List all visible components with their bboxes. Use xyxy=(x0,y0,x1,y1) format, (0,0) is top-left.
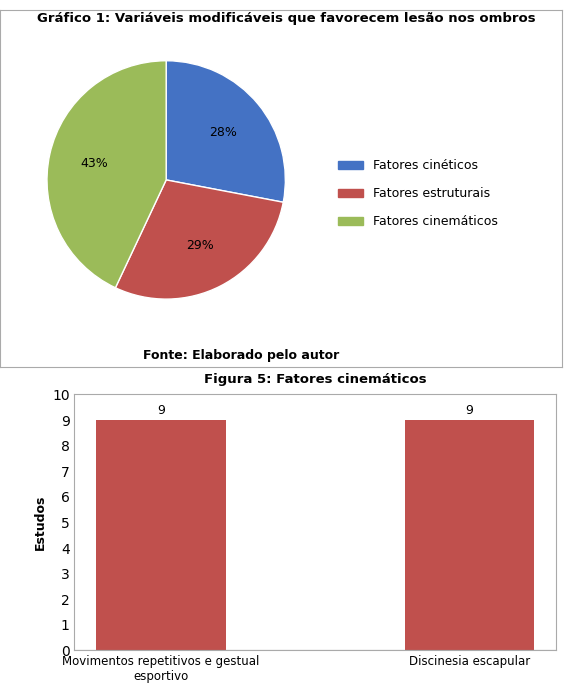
Legend: Fatores cinéticos, Fatores estruturais, Fatores cinemáticos: Fatores cinéticos, Fatores estruturais, … xyxy=(333,154,503,233)
Text: 9: 9 xyxy=(157,405,165,417)
Bar xyxy=(405,420,534,650)
Text: 43%: 43% xyxy=(80,157,108,170)
Wedge shape xyxy=(47,61,166,288)
Text: 28%: 28% xyxy=(209,127,237,139)
Wedge shape xyxy=(115,180,283,299)
Text: 29%: 29% xyxy=(186,239,214,253)
Wedge shape xyxy=(166,61,285,202)
Y-axis label: Estudos: Estudos xyxy=(33,495,46,550)
Text: 9: 9 xyxy=(465,405,473,417)
Text: Fonte: Elaborado pelo autor: Fonte: Elaborado pelo autor xyxy=(143,349,339,363)
Text: Gráfico 1: Variáveis modificáveis que favorecem lesão nos ombros: Gráfico 1: Variáveis modificáveis que fa… xyxy=(37,12,536,26)
Title: Figura 5: Fatores cinemáticos: Figura 5: Fatores cinemáticos xyxy=(204,373,426,386)
Bar xyxy=(96,420,226,650)
